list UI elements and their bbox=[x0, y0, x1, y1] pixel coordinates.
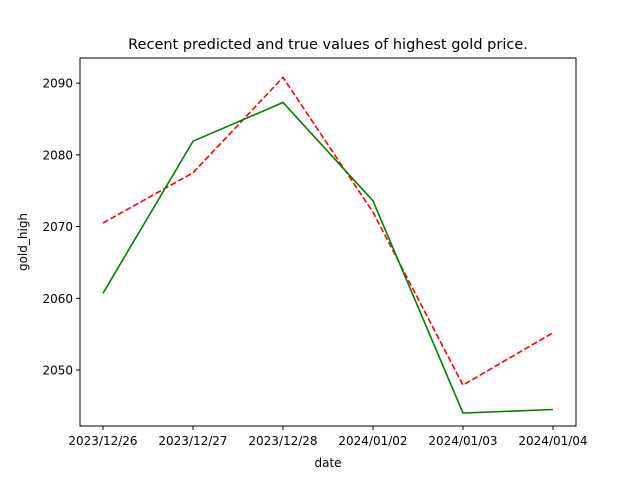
series-line-true bbox=[102, 101, 554, 414]
x-tick-label: 2023/12/28 bbox=[248, 434, 317, 448]
y-axis: 2050 2060 2070 2080 2090 bbox=[42, 77, 80, 378]
y-tick-label: 2050 bbox=[42, 364, 73, 378]
x-axis-label: date bbox=[314, 456, 341, 470]
y-tick-label: 2070 bbox=[42, 220, 73, 234]
x-axis: 2023/12/26 2023/12/27 2023/12/28 2024/01/02… bbox=[68, 426, 588, 448]
y-tick-label: 2080 bbox=[42, 148, 73, 162]
chart-title: Recent predicted and true values of high… bbox=[128, 37, 528, 53]
x-tick-label: 2023/12/27 bbox=[158, 434, 227, 448]
plot-frame bbox=[79, 57, 577, 427]
x-tick-label: 2024/01/04 bbox=[518, 434, 587, 448]
x-tick-label: 2023/12/26 bbox=[68, 434, 137, 448]
series-line-predicted bbox=[102, 76, 554, 387]
series-layer bbox=[102, 76, 554, 414]
x-tick-label: 2024/01/02 bbox=[338, 434, 407, 448]
y-axis-label: gold_high bbox=[16, 213, 30, 271]
y-tick-label: 2090 bbox=[42, 77, 73, 91]
x-tick-label: 2024/01/03 bbox=[428, 434, 497, 448]
y-tick-label: 2060 bbox=[42, 292, 73, 306]
